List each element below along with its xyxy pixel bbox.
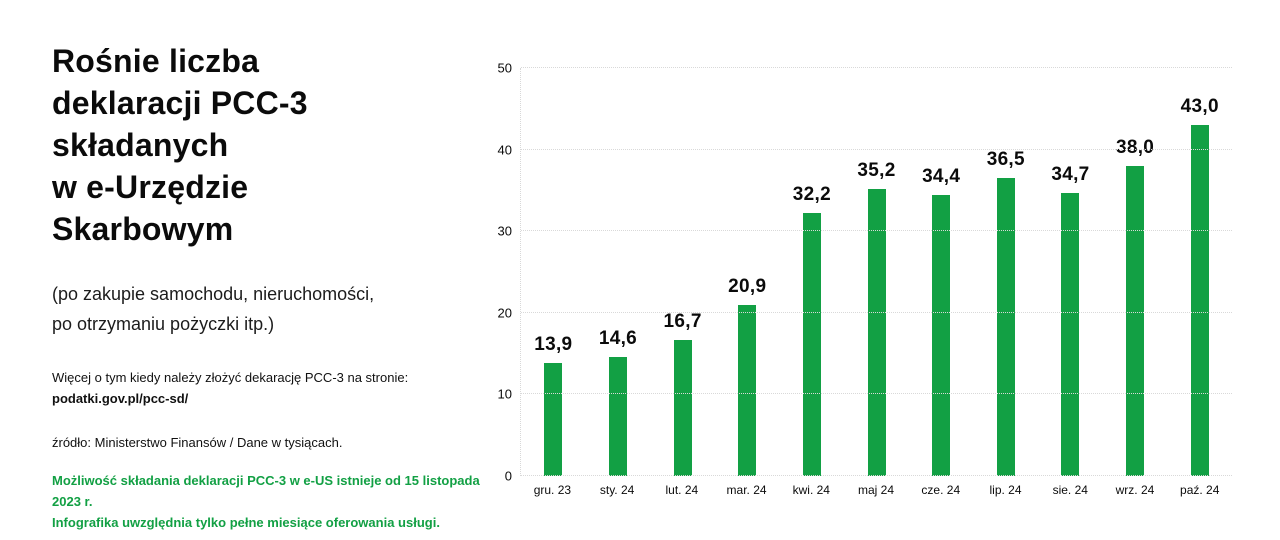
bar xyxy=(544,362,563,476)
bar-value-label: 20,9 xyxy=(728,276,767,298)
bars-row: 13,9 14,6 16,7 20,9 32,2 35,2 34,4 36,5 34,7 38,0… xyxy=(521,68,1232,476)
y-axis: 0 10 20 30 40 50 xyxy=(470,61,512,484)
gridline-20 xyxy=(521,311,1232,313)
y-tick-label: 50 xyxy=(497,60,512,76)
bar xyxy=(1126,165,1145,476)
title-line: Rośnie liczba xyxy=(52,43,260,79)
source-text: źródło: Ministerstwo Finansów / Dane w t… xyxy=(52,435,343,450)
info-text: Więcej o tym kiedy należy złożyć dekarac… xyxy=(52,370,409,385)
title-line: deklaracji PCC-3 xyxy=(52,85,308,121)
footnote-line: Możliwość składania deklaracji PCC-3 w e… xyxy=(52,473,480,509)
y-tick-label: 0 xyxy=(504,468,512,484)
bar-value-label: 14,6 xyxy=(598,327,638,349)
x-tick-label: cze. 24 xyxy=(921,483,961,497)
x-tick-label: kwi. 24 xyxy=(792,483,830,497)
gridline-30 xyxy=(521,230,1232,232)
x-tick-label: wrz. 24 xyxy=(1115,483,1155,497)
title-line: składanych xyxy=(52,127,229,163)
y-tick-label: 40 xyxy=(497,142,512,158)
bar-slot: 43,0 xyxy=(1167,68,1232,476)
bar xyxy=(996,178,1015,476)
bar-value-label: 35,2 xyxy=(857,159,896,181)
bar-value-label: 13,9 xyxy=(534,333,573,355)
bar xyxy=(867,188,886,476)
gridline-40 xyxy=(521,148,1232,150)
gridline-10 xyxy=(521,393,1232,395)
bar-value-label: 38,0 xyxy=(1115,136,1155,158)
bar xyxy=(608,356,627,476)
title-line: Skarbowym xyxy=(52,211,234,247)
bar-value-label: 34,7 xyxy=(1051,163,1090,185)
x-tick-label: lip. 24 xyxy=(989,483,1022,497)
x-tick-label: sie. 24 xyxy=(1052,483,1088,497)
x-axis: gru. 23 sty. 24 lut. 24 mar. 24 kwi. 24 maj 2… xyxy=(520,483,1232,497)
gridline-0 xyxy=(521,475,1232,476)
bar xyxy=(738,305,757,476)
subtitle: (po zakupie samochodu, nieruchomości, po… xyxy=(52,279,482,339)
bar xyxy=(1190,125,1209,476)
bar-slot: 34,4 xyxy=(909,68,974,476)
info-url: podatki.gov.pl/pcc-sd/ xyxy=(52,391,189,406)
bar-value-label: 36,5 xyxy=(986,149,1025,171)
bar-value-label: 34,4 xyxy=(922,166,961,188)
y-tick-label: 30 xyxy=(497,223,512,239)
x-tick-label: maj 24 xyxy=(858,483,895,497)
gridline-50 xyxy=(521,67,1232,68)
page-title: Rośnie liczba deklaracji PCC-3 składanyc… xyxy=(52,40,482,250)
x-tick-label: mar. 24 xyxy=(726,483,767,497)
bar-slot: 14,6 xyxy=(586,68,651,476)
plot-area: 13,9 14,6 16,7 20,9 32,2 35,2 34,4 36,5 34,7 38,0… xyxy=(520,67,1232,476)
y-tick-label: 10 xyxy=(497,386,512,402)
bar-slot: 20,9 xyxy=(715,68,780,476)
bar-slot: 13,9 xyxy=(521,68,586,476)
x-tick-label: gru. 23 xyxy=(533,483,572,497)
subtitle-line: (po zakupie samochodu, nieruchomości, xyxy=(52,284,375,304)
bar-slot: 38,0 xyxy=(1103,68,1168,476)
x-tick-label: paź. 24 xyxy=(1180,483,1220,497)
text-panel: Rośnie liczba deklaracji PCC-3 składanyc… xyxy=(52,40,482,533)
bar-slot: 36,5 xyxy=(973,68,1038,476)
bar xyxy=(802,213,821,476)
bar-slot: 35,2 xyxy=(844,68,909,476)
subtitle-line: po otrzymaniu pożyczki itp.) xyxy=(52,314,275,334)
info-block: Więcej o tym kiedy należy złożyć dekarac… xyxy=(52,367,482,409)
x-tick-label: sty. 24 xyxy=(599,483,635,497)
bar xyxy=(673,339,692,476)
bar-value-label: 32,2 xyxy=(792,184,831,206)
bar-value-label: 16,7 xyxy=(663,310,702,332)
bar xyxy=(1061,192,1080,476)
bar-slot: 16,7 xyxy=(650,68,715,476)
bar-slot: 32,2 xyxy=(780,68,845,476)
x-tick-label: lut. 24 xyxy=(665,483,699,497)
y-tick-label: 20 xyxy=(497,305,512,321)
title-line: w e-Urzędzie xyxy=(52,169,249,205)
bar xyxy=(932,195,951,476)
bar-slot: 34,7 xyxy=(1038,68,1103,476)
footnote: Możliwość składania deklaracji PCC-3 w e… xyxy=(52,470,482,533)
bar-value-label: 43,0 xyxy=(1180,96,1219,118)
footnote-line: Infografika uwzględnia tylko pełne miesi… xyxy=(52,515,440,530)
